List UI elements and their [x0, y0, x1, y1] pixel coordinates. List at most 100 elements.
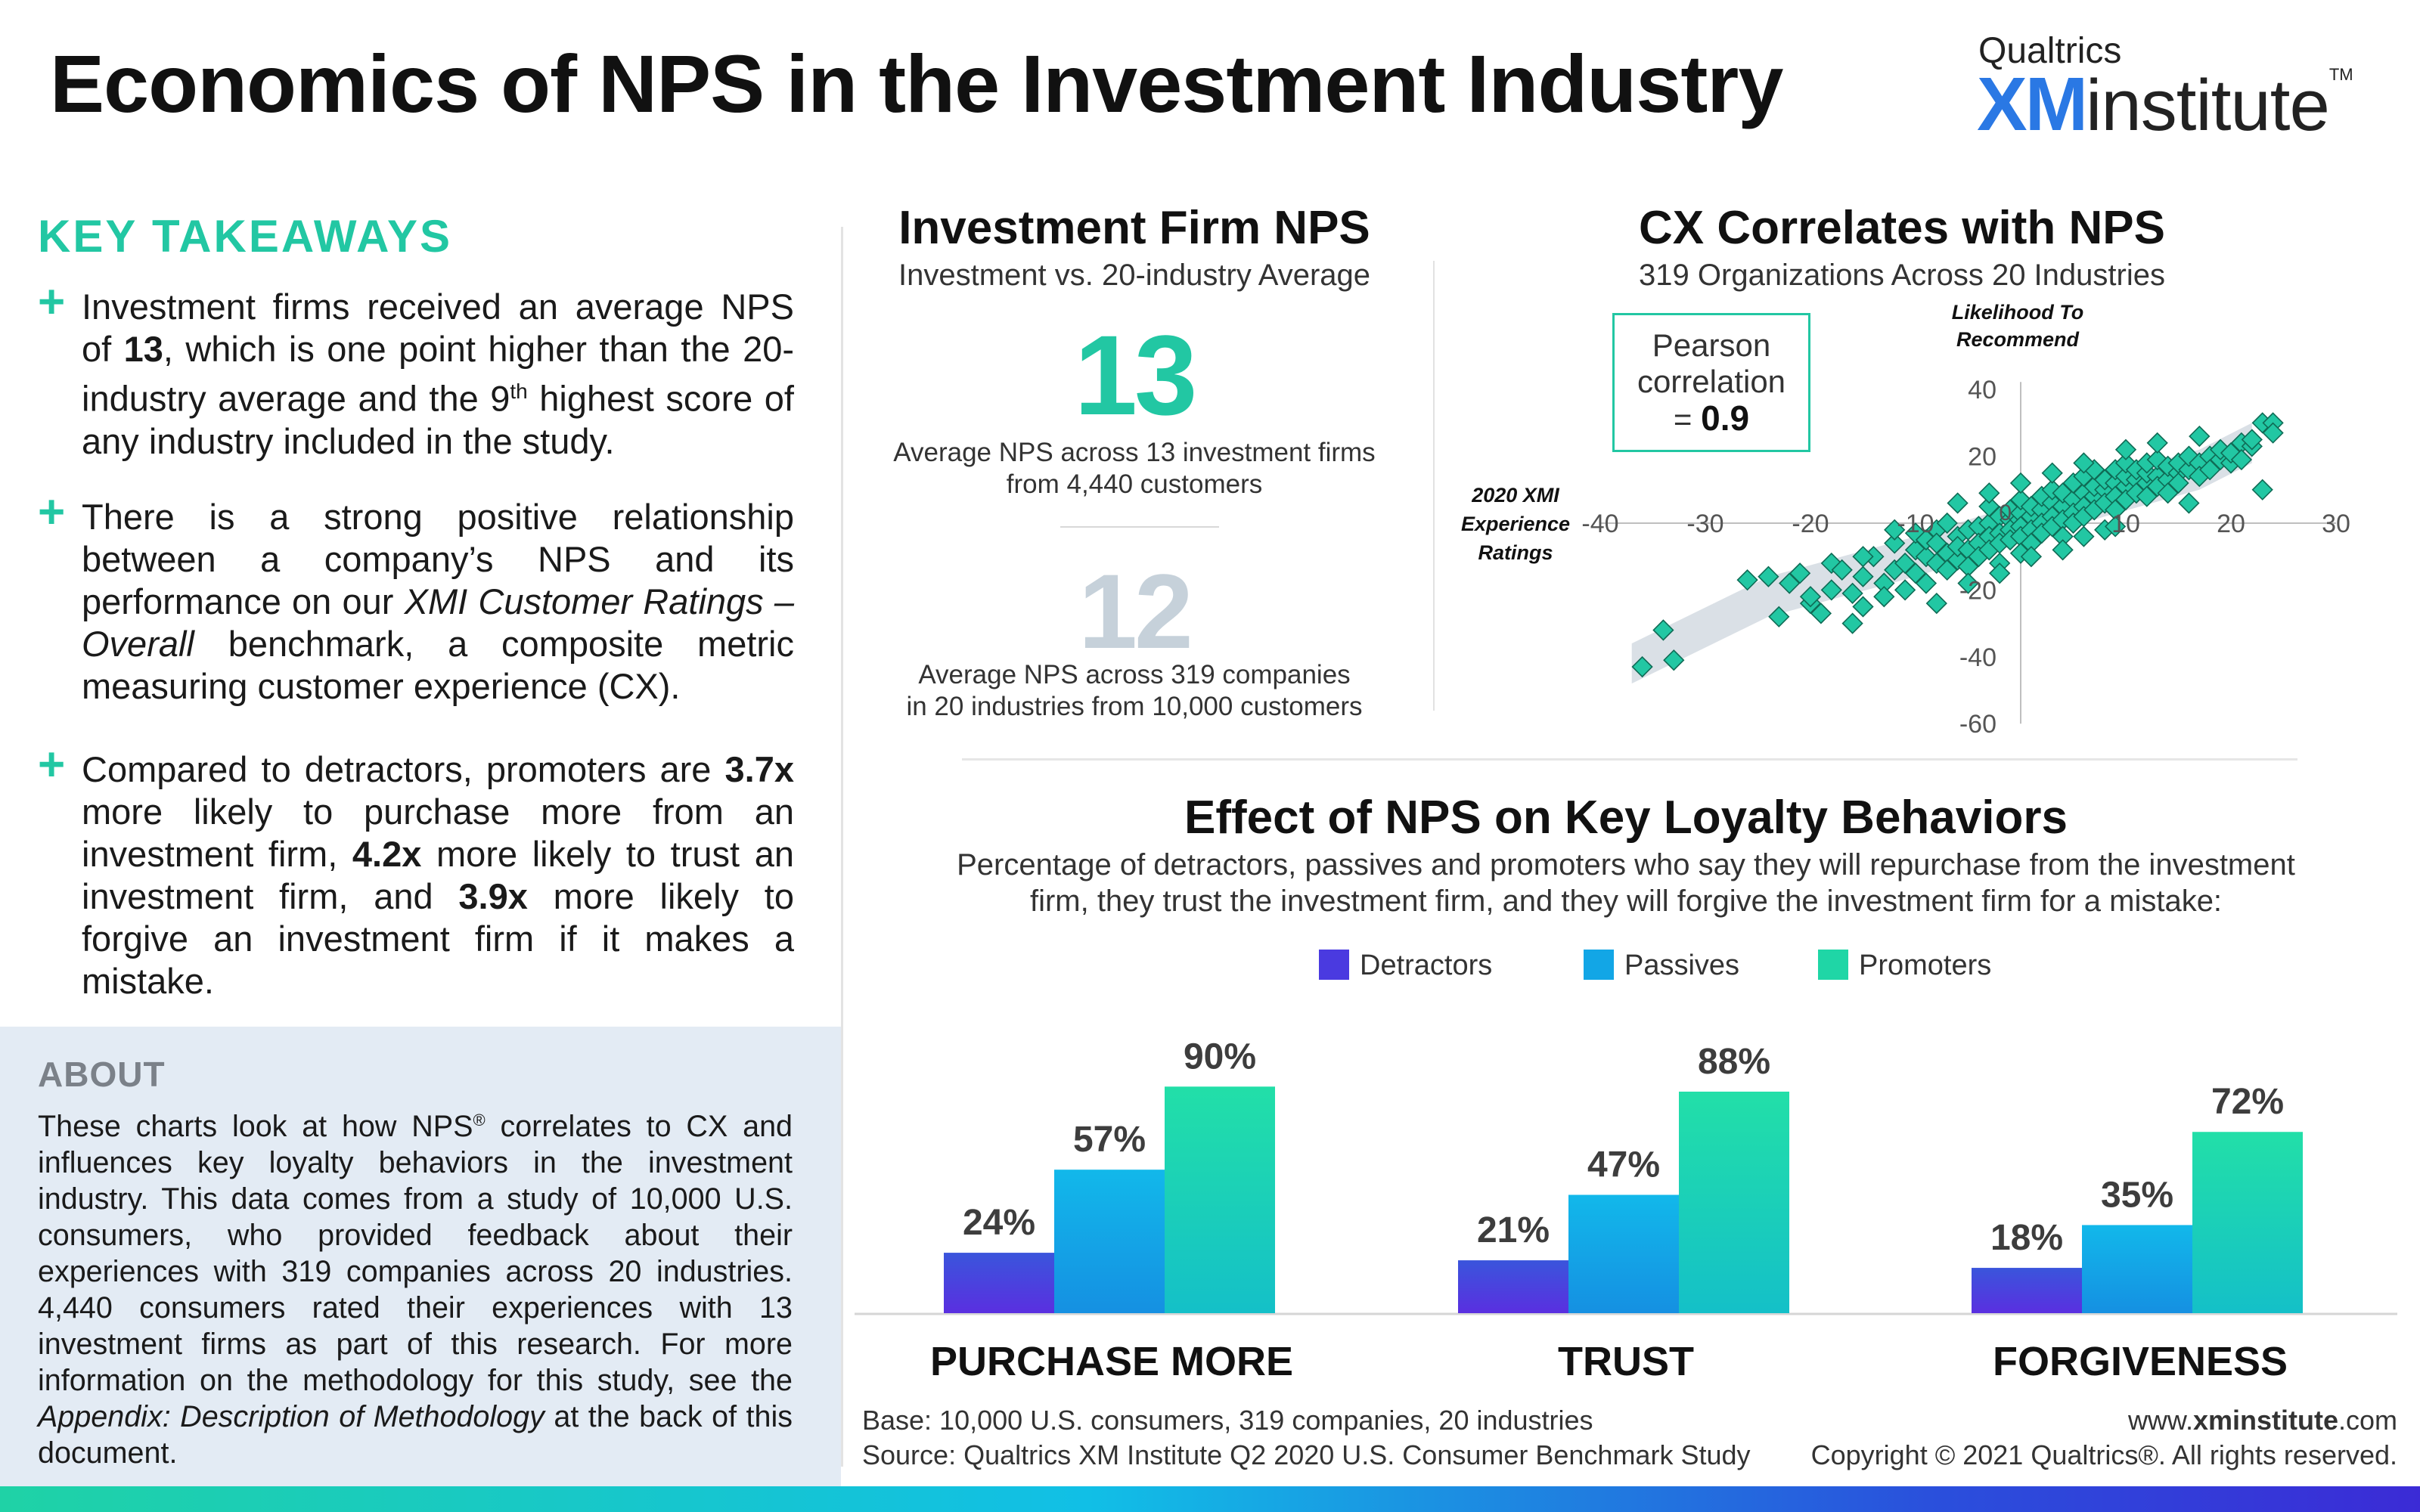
y-tick-label: -60 [1959, 710, 1996, 739]
bar-passives [1568, 1194, 1679, 1313]
scatter-point [1779, 572, 1801, 594]
scatter-point [1925, 592, 1947, 615]
investment-nps-caption: Average NPS across 13 investment firms fr… [893, 438, 1376, 499]
x-tick-label: 20 [2217, 510, 2245, 538]
x-tick-label: -10 [1897, 510, 1934, 538]
bar-value-label: 90% [1184, 1036, 1256, 1077]
bar-promoters [1679, 1091, 1789, 1313]
about-text: These charts look at how NPS® correlates… [38, 1110, 793, 1470]
scatter-point [1989, 562, 2011, 584]
scatter-point [2167, 472, 2189, 494]
logo-xm-text: XM [1977, 62, 2088, 147]
scatter-point [1631, 655, 1653, 678]
bar-promoters [1165, 1086, 1275, 1313]
scatter-point [1925, 532, 1947, 554]
key-takeaways-heading: KEY TAKEAWAYS [38, 211, 453, 262]
x-tick-label: -40 [1581, 510, 1618, 538]
about-heading: ABOUT [38, 1055, 166, 1094]
scatter-point [2073, 452, 2095, 474]
industry-nps-caption: Average NPS across 319 companies in 20 in… [906, 660, 1363, 721]
y-axis-title: Likelihood To [1952, 302, 2084, 324]
scatter-point [1810, 603, 1832, 624]
scatter-point [1884, 532, 1906, 554]
y-axis-title: Recommend [1956, 328, 2080, 351]
scatter-subtitle: 319 Organizations Across 20 Industries [1639, 259, 2165, 292]
base-note: Base: 10,000 U.S. consumers, 319 compani… [862, 1405, 1593, 1436]
bar-value-label: 24% [963, 1203, 1035, 1243]
bar-value-label: 57% [1073, 1120, 1146, 1160]
scatter-point [2178, 492, 2200, 514]
scatter-point [2114, 438, 2137, 460]
legend-item-detractors: Detractors [1319, 949, 1492, 982]
category-label-trust: TRUST [1558, 1339, 1694, 1384]
bar-value-label: 21% [1477, 1210, 1550, 1250]
scatter-point [1768, 606, 1790, 627]
scatter-point [2241, 429, 2263, 451]
scatter-point [1820, 579, 1842, 601]
about-panel [0, 1027, 841, 1486]
website-link[interactable]: www.xminstitute.com [2127, 1405, 2397, 1436]
takeaway-item: + Compared to detractors, promoters are … [38, 742, 794, 1002]
bar-detractors [944, 1253, 1054, 1313]
nps-panel-title: Investment Firm NPS [898, 202, 1370, 254]
bar-value-label: 47% [1587, 1145, 1660, 1185]
scatter-point [1852, 546, 1874, 568]
scatter-point [1894, 579, 1916, 601]
scatter-point [1978, 495, 2000, 518]
scatter-point [2157, 482, 2179, 504]
scatter-point [2189, 425, 2211, 448]
bar-promoters [2192, 1132, 2303, 1313]
scatter-chart: -40 -30 -20 -10 10 20 30 40 20 -20 -40 -60 0 Likeliho… [1461, 302, 2350, 739]
scatter-point [1841, 582, 1863, 604]
takeaway-item: + Investment firms received an average N… [38, 279, 794, 463]
legend-swatch [1584, 949, 1614, 980]
source-note: Source: Qualtrics XM Institute Q2 2020 U… [862, 1439, 1751, 1470]
pearson-correlation-box: Pearson correlation = 0.9 [1612, 313, 1810, 452]
scatter-point [1915, 572, 1938, 594]
y-tick-label: -40 [1959, 643, 1996, 672]
scatter-point [1884, 519, 1906, 541]
scatter-point [1852, 565, 1874, 587]
bottom-gradient-bar [0, 1486, 2420, 1512]
x-axis-title: Ratings [1478, 541, 1553, 564]
legend-item-promoters: Promoters [1818, 949, 1991, 982]
scatter-point [1652, 619, 1674, 641]
bar-value-label: 88% [1698, 1042, 1770, 1082]
plus-icon: + [38, 486, 66, 538]
logo-institute-text: institute [2086, 65, 2330, 146]
scatter-point [2251, 479, 2273, 500]
loyalty-subtitle: Percentage of detractors, passives and p… [957, 848, 2295, 918]
x-axis-title: Experience [1461, 513, 1570, 535]
panel-divider [1433, 261, 1435, 711]
loyalty-bar-chart: 24% 57% 90% 21% 47% 88% 18% 35% 72% [855, 1036, 2397, 1315]
legend-swatch [1319, 949, 1349, 980]
takeaway-item: + There is a strong positive relationshi… [38, 489, 794, 708]
scatter-point [1894, 552, 1916, 575]
takeaway-text: Investment firms received an average NPS… [82, 287, 794, 461]
bar-value-label: 35% [2101, 1175, 2173, 1215]
bar-value-label: 18% [1990, 1218, 2063, 1258]
column-divider [841, 227, 843, 1467]
scatter-point [1841, 612, 1863, 634]
logo-qualtrics-text: Qualtrics [1978, 31, 2122, 71]
origin-label: 0 [1999, 500, 2012, 525]
scatter-point [2199, 459, 2221, 481]
scatter-point [1831, 559, 1853, 581]
scatter-point [1957, 572, 1979, 594]
scatter-point [2262, 422, 2284, 444]
plus-icon: + [38, 276, 66, 328]
bar-passives [2082, 1225, 2192, 1313]
scatter-point [2104, 516, 2127, 538]
y-tick-label: -20 [1959, 576, 1996, 605]
logo-tm-text: TM [2328, 65, 2353, 84]
investment-nps-value: 13 [1074, 311, 1198, 438]
scatter-point [2073, 525, 2095, 547]
legend-item-passives: Passives [1584, 949, 1739, 982]
plus-icon: + [38, 739, 66, 791]
category-label-forgiveness: FORGIVENESS [1992, 1339, 2288, 1384]
scatter-point [1736, 569, 1758, 591]
y-tick-label: 20 [1968, 443, 1996, 472]
category-label-purchase-more: PURCHASE MORE [929, 1339, 1294, 1384]
scatter-point [1852, 596, 1874, 618]
scatter-point [1904, 562, 1927, 584]
